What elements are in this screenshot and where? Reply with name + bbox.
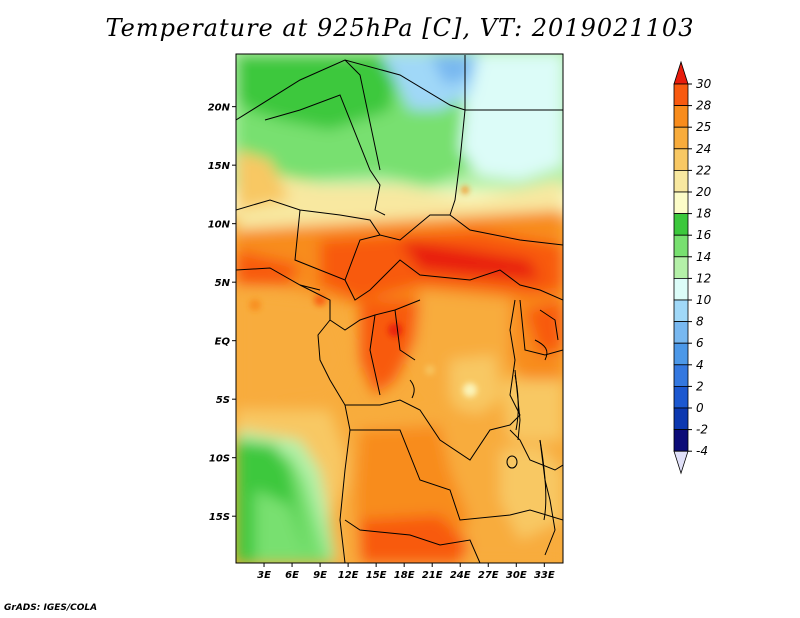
colorbar-label: 2 bbox=[696, 379, 704, 393]
lon-tick-label: 6E bbox=[285, 570, 299, 581]
colorbar-label: 4 bbox=[696, 358, 704, 372]
lon-tick-label: 33E bbox=[534, 570, 555, 581]
latitude-axis: 20N 15N 10N 5N EQ 5S 10S 15S bbox=[208, 103, 236, 523]
lat-tick-label: 10N bbox=[208, 220, 231, 231]
lon-tick-label: 24E bbox=[450, 570, 471, 581]
colorbar-label: 8 bbox=[696, 315, 704, 329]
temperature-field bbox=[236, 54, 563, 563]
colorbar-segment bbox=[673, 169, 689, 193]
colorbar-segment bbox=[673, 321, 689, 344]
colorbar-label: 24 bbox=[696, 142, 711, 156]
colorbar-label: -4 bbox=[696, 444, 708, 458]
colorbar-segment bbox=[673, 429, 689, 452]
lat-tick-label: 10S bbox=[209, 454, 230, 465]
lon-tick-label: 18E bbox=[394, 570, 415, 581]
colorbar-top-arrow bbox=[673, 60, 689, 85]
grads-credit: GrADS: IGES/COLA bbox=[4, 603, 98, 613]
colorbar-label: 22 bbox=[696, 163, 711, 177]
lat-tick-label: 15S bbox=[209, 512, 230, 523]
colorbar-segment bbox=[673, 277, 689, 301]
colorbar-label: 10 bbox=[696, 293, 712, 307]
colorbar-label: 30 bbox=[696, 77, 712, 91]
smoothed-shading bbox=[236, 54, 563, 563]
longitude-axis: 3E 6E 9E 12E 15E 18E 21E 24E 27E 30E 33E bbox=[257, 563, 555, 581]
lon-tick-label: 3E bbox=[257, 570, 271, 581]
lon-tick-label: 21E bbox=[422, 570, 443, 581]
colorbar-label: 20 bbox=[696, 185, 712, 199]
lat-tick-label: 15N bbox=[208, 161, 231, 172]
lon-tick-label: 30E bbox=[506, 570, 527, 581]
colorbar-segment bbox=[673, 299, 689, 323]
colorbar-label: 28 bbox=[696, 99, 712, 113]
colorbar-bottom-arrow bbox=[673, 450, 689, 475]
lat-tick-label: 5S bbox=[216, 395, 230, 406]
lon-tick-label: 12E bbox=[338, 570, 359, 581]
colorbar-segment bbox=[673, 364, 689, 387]
local-detail bbox=[249, 186, 477, 397]
colorbar-label: 14 bbox=[696, 250, 711, 264]
colorbar-segment bbox=[673, 234, 689, 258]
lat-tick-label: 20N bbox=[208, 103, 231, 114]
colorbar-label: 18 bbox=[696, 207, 712, 221]
colorbar-label: 6 bbox=[696, 336, 704, 350]
colorbar-segment bbox=[673, 126, 689, 150]
colorbar-label: 16 bbox=[696, 228, 712, 242]
lat-tick-label: 5N bbox=[215, 278, 231, 289]
colorbar-segment bbox=[673, 105, 689, 128]
lat-tick-label: EQ bbox=[215, 337, 231, 348]
colorbar-label: -2 bbox=[696, 423, 708, 437]
colorbar-label: 25 bbox=[696, 120, 711, 134]
colorbar-label: 12 bbox=[696, 271, 711, 285]
map-frame bbox=[235, 53, 564, 564]
lon-tick-label: 9E bbox=[313, 570, 327, 581]
colorbar-segment bbox=[673, 256, 689, 279]
colorbar-segment bbox=[673, 191, 689, 215]
lon-tick-label: 27E bbox=[478, 570, 499, 581]
colorbar-segment bbox=[673, 213, 689, 236]
colorbar-segment bbox=[673, 407, 689, 431]
lakes bbox=[409, 339, 548, 521]
colorbar-segment bbox=[673, 83, 689, 107]
colorbar-segment bbox=[673, 342, 689, 366]
colorbar-segment bbox=[673, 385, 689, 409]
borders bbox=[236, 55, 563, 563]
colorbar-segment bbox=[673, 148, 689, 171]
chart-title: Temperature at 925hPa [C], VT: 201902110… bbox=[105, 14, 695, 42]
colorbar-label: 0 bbox=[696, 401, 704, 415]
lon-tick-label: 15E bbox=[366, 570, 387, 581]
